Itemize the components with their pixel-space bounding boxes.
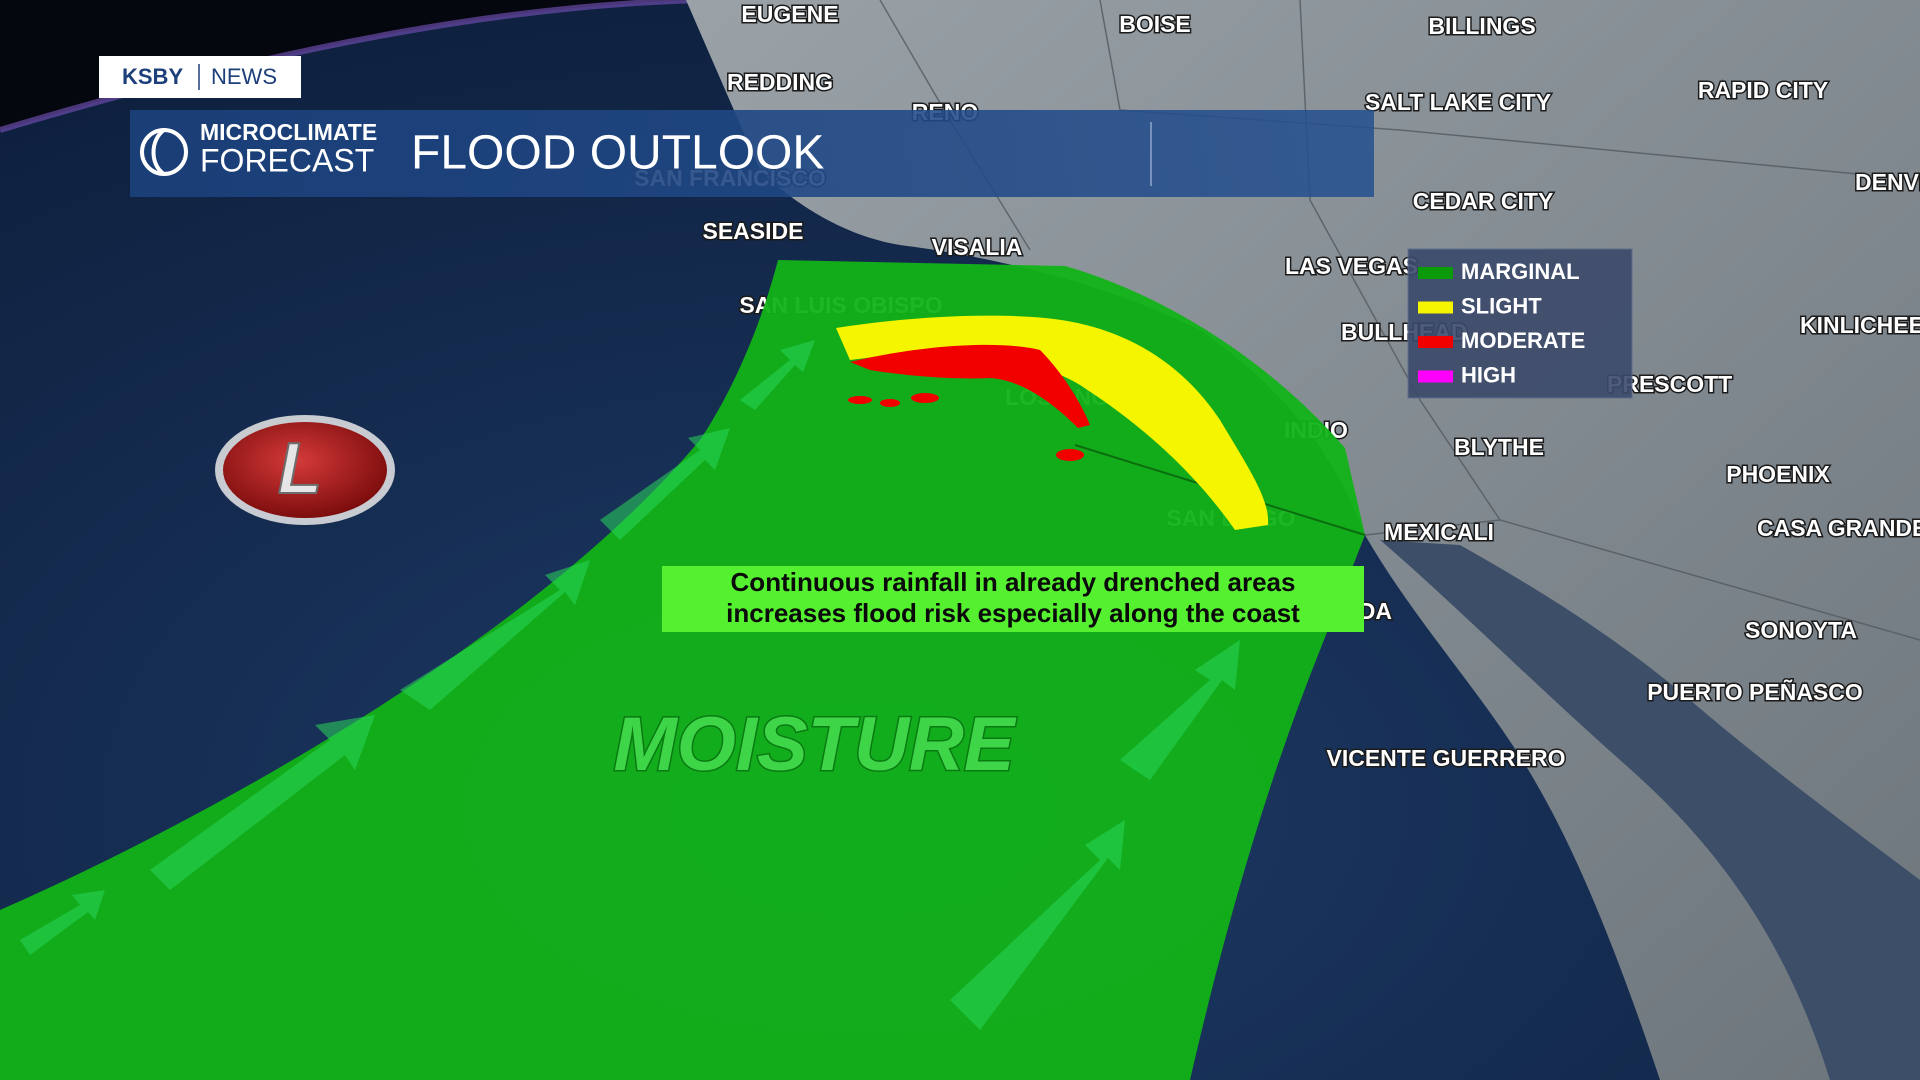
city-label: SALT LAKE CITY	[1365, 89, 1551, 115]
city-label: PUERTO PEÑASCO	[1647, 678, 1863, 705]
legend-swatch	[1418, 301, 1453, 314]
city-label: VISALIA	[932, 234, 1023, 260]
moderate-islands	[848, 393, 1084, 461]
city-label: MEXICALI	[1384, 519, 1494, 545]
brand-tab	[99, 56, 301, 98]
city-label: KINLICHEE	[1800, 312, 1920, 338]
city-label: LAS VEGAS	[1285, 253, 1418, 279]
city-label: SEASIDE	[703, 218, 804, 244]
city-label: CASA GRANDE	[1757, 515, 1920, 541]
title-bar	[130, 110, 1374, 197]
logo-line: MICROCLIMATE	[200, 119, 377, 145]
callout-line: increases flood risk especially along th…	[726, 598, 1300, 628]
legend-swatch	[1418, 336, 1453, 348]
moisture-label: MOISTURE	[613, 702, 1016, 787]
legend-swatch	[1418, 370, 1453, 383]
moderate-area	[850, 344, 1090, 428]
brand-section: NEWS	[211, 64, 277, 89]
city-label: DENVER	[1855, 169, 1920, 195]
city-label: BILLINGS	[1428, 13, 1535, 39]
header-banner: KSBY NEWS MICROCLIMATE FORECAST FLOOD OU…	[99, 56, 1374, 197]
gulf	[1380, 540, 1920, 1080]
legend-label: MODERATE	[1461, 328, 1585, 353]
city-label: REDDING	[727, 69, 833, 95]
legend-label: SLIGHT	[1461, 293, 1542, 318]
low-pressure-label: L	[278, 429, 322, 509]
callout-box	[662, 566, 1364, 632]
city-label: BLYTHE	[1454, 434, 1544, 460]
logo-mark	[140, 128, 188, 176]
slight-area	[836, 315, 1269, 530]
legend-swatch	[1418, 267, 1453, 279]
city-label: BOISE	[1119, 11, 1191, 37]
brand: KSBY	[122, 64, 183, 89]
low-pressure-icon: L	[215, 415, 395, 525]
city-label: EUGENE	[741, 1, 838, 27]
legend-label: MARGINAL	[1461, 259, 1580, 284]
logo-line: FORECAST	[200, 142, 374, 178]
city-label: CEDAR CITY	[1413, 188, 1554, 214]
legend: MARGINAL SLIGHT MODERATE HIGH	[1407, 248, 1633, 399]
city-label: RAPID CITY	[1698, 77, 1828, 103]
callout-line: Continuous rainfall in already drenched …	[731, 567, 1296, 597]
city-label: PHOENIX	[1726, 461, 1830, 487]
city-label: VICENTE GUERRERO	[1327, 745, 1566, 771]
moisture-band	[0, 260, 1365, 1080]
city-label: SONOYTA	[1745, 617, 1857, 643]
flow-arrows	[20, 340, 1240, 1030]
title: FLOOD OUTLOOK	[411, 127, 824, 180]
legend-label: HIGH	[1461, 362, 1516, 387]
